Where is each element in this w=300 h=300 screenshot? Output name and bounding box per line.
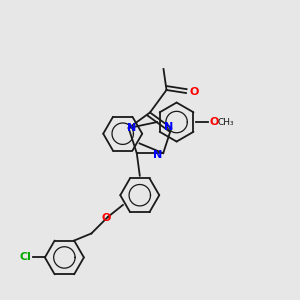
Text: N: N — [164, 122, 173, 131]
Text: N: N — [153, 150, 162, 160]
Text: CH₃: CH₃ — [218, 118, 234, 127]
Text: N: N — [127, 123, 136, 133]
Text: O: O — [210, 117, 219, 127]
Text: O: O — [102, 214, 111, 224]
Text: Cl: Cl — [20, 253, 32, 262]
Text: O: O — [190, 87, 199, 98]
